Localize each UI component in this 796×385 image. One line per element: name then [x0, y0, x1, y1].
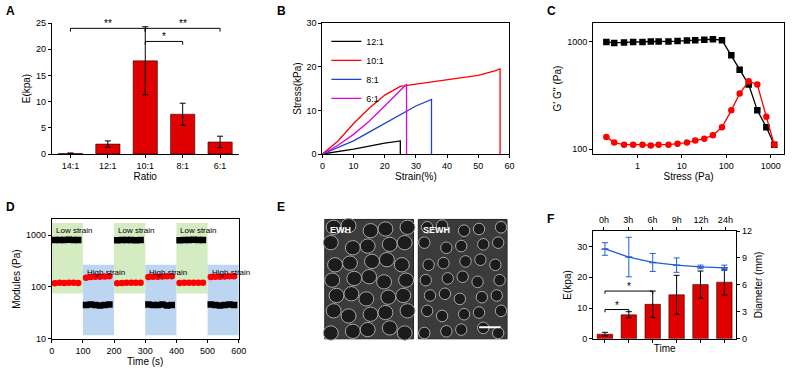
svg-text:10: 10: [36, 334, 46, 344]
svg-text:High strain: High strain: [212, 268, 250, 277]
svg-text:8:1: 8:1: [176, 161, 189, 171]
svg-text:5: 5: [41, 123, 46, 133]
svg-text:12:1: 12:1: [99, 161, 117, 171]
svg-text:10: 10: [36, 97, 46, 107]
svg-text:8:1: 8:1: [366, 75, 379, 85]
svg-text:20: 20: [36, 44, 46, 54]
svg-text:*: *: [162, 31, 166, 42]
svg-text:6:1: 6:1: [366, 94, 379, 104]
svg-text:SEWH: SEWH: [423, 225, 450, 235]
svg-text:10:1: 10:1: [137, 161, 155, 171]
svg-text:3h: 3h: [623, 215, 633, 225]
svg-text:10:1: 10:1: [366, 56, 384, 66]
svg-text:Stress(kPa): Stress(kPa): [292, 62, 303, 114]
svg-text:Time: Time: [654, 343, 676, 354]
svg-text:30: 30: [307, 18, 317, 28]
svg-text:0: 0: [49, 346, 54, 356]
svg-text:12h: 12h: [694, 215, 709, 225]
svg-text:E: E: [277, 200, 285, 214]
svg-text:*: *: [615, 300, 619, 311]
svg-text:0: 0: [312, 149, 317, 159]
svg-text:500: 500: [200, 346, 215, 356]
svg-text:6h: 6h: [648, 215, 658, 225]
svg-text:1000: 1000: [567, 37, 587, 47]
svg-text:600: 600: [231, 346, 246, 356]
svg-text:Modules (Pa): Modules (Pa): [11, 249, 22, 308]
svg-text:Low strain: Low strain: [180, 226, 216, 235]
svg-text:0h: 0h: [599, 215, 609, 225]
svg-text:6:1: 6:1: [214, 161, 227, 171]
svg-text:*: *: [627, 281, 631, 292]
svg-text:400: 400: [169, 346, 184, 356]
svg-text:E(kpa): E(kpa): [21, 74, 32, 103]
svg-text:High strain: High strain: [149, 268, 187, 277]
svg-text:B: B: [277, 4, 286, 18]
svg-text:14:1: 14:1: [62, 161, 80, 171]
svg-text:1000: 1000: [26, 230, 46, 240]
svg-text:9h: 9h: [672, 215, 682, 225]
svg-text:0: 0: [320, 161, 325, 171]
svg-text:1000: 1000: [761, 161, 781, 171]
svg-text:**: **: [104, 18, 112, 29]
svg-text:100: 100: [75, 346, 90, 356]
svg-text:Ratio: Ratio: [134, 171, 158, 182]
svg-text:100: 100: [572, 144, 587, 154]
svg-text:10: 10: [349, 161, 359, 171]
svg-text:Low strain: Low strain: [56, 226, 92, 235]
svg-text:E(kpa): E(kpa): [562, 270, 573, 299]
svg-text:24h: 24h: [718, 215, 733, 225]
svg-text:6: 6: [742, 280, 747, 290]
svg-text:300: 300: [138, 346, 153, 356]
svg-text:20: 20: [380, 161, 390, 171]
svg-text:0: 0: [582, 334, 587, 344]
svg-text:20: 20: [307, 62, 317, 72]
svg-text:50: 50: [473, 161, 483, 171]
svg-text:100: 100: [31, 282, 46, 292]
svg-text:60: 60: [504, 161, 514, 171]
svg-text:EWH: EWH: [330, 225, 351, 235]
svg-text:15: 15: [36, 71, 46, 81]
svg-text:3: 3: [742, 307, 747, 317]
svg-text:Low strain: Low strain: [118, 226, 154, 235]
svg-text:Time (s): Time (s): [127, 356, 163, 367]
svg-text:200: 200: [107, 346, 122, 356]
svg-text:10: 10: [577, 303, 587, 313]
svg-text:10: 10: [677, 161, 687, 171]
svg-text:C: C: [547, 4, 556, 18]
svg-text:0: 0: [742, 334, 747, 344]
svg-text:A: A: [6, 4, 15, 18]
svg-text:Stress (Pa): Stress (Pa): [664, 171, 714, 182]
svg-text:100: 100: [719, 161, 734, 171]
svg-text:10: 10: [307, 106, 317, 116]
svg-text:40: 40: [442, 161, 452, 171]
svg-text:9: 9: [742, 253, 747, 263]
svg-text:High strain: High strain: [87, 268, 125, 277]
svg-text:25: 25: [36, 18, 46, 28]
svg-text:Strain(%): Strain(%): [395, 171, 437, 182]
svg-text:30: 30: [577, 242, 587, 252]
svg-text:F: F: [547, 212, 554, 226]
svg-text:Diameter (mm): Diameter (mm): [753, 252, 764, 319]
svg-text:D: D: [6, 200, 15, 214]
svg-text:**: **: [179, 18, 187, 29]
svg-text:G' G'' (Pa): G' G'' (Pa): [552, 66, 563, 112]
svg-text:0: 0: [41, 149, 46, 159]
svg-text:1: 1: [635, 161, 640, 171]
svg-text:20: 20: [577, 272, 587, 282]
svg-text:12: 12: [742, 226, 752, 236]
svg-text:12:1: 12:1: [366, 37, 384, 47]
svg-text:30: 30: [411, 161, 421, 171]
